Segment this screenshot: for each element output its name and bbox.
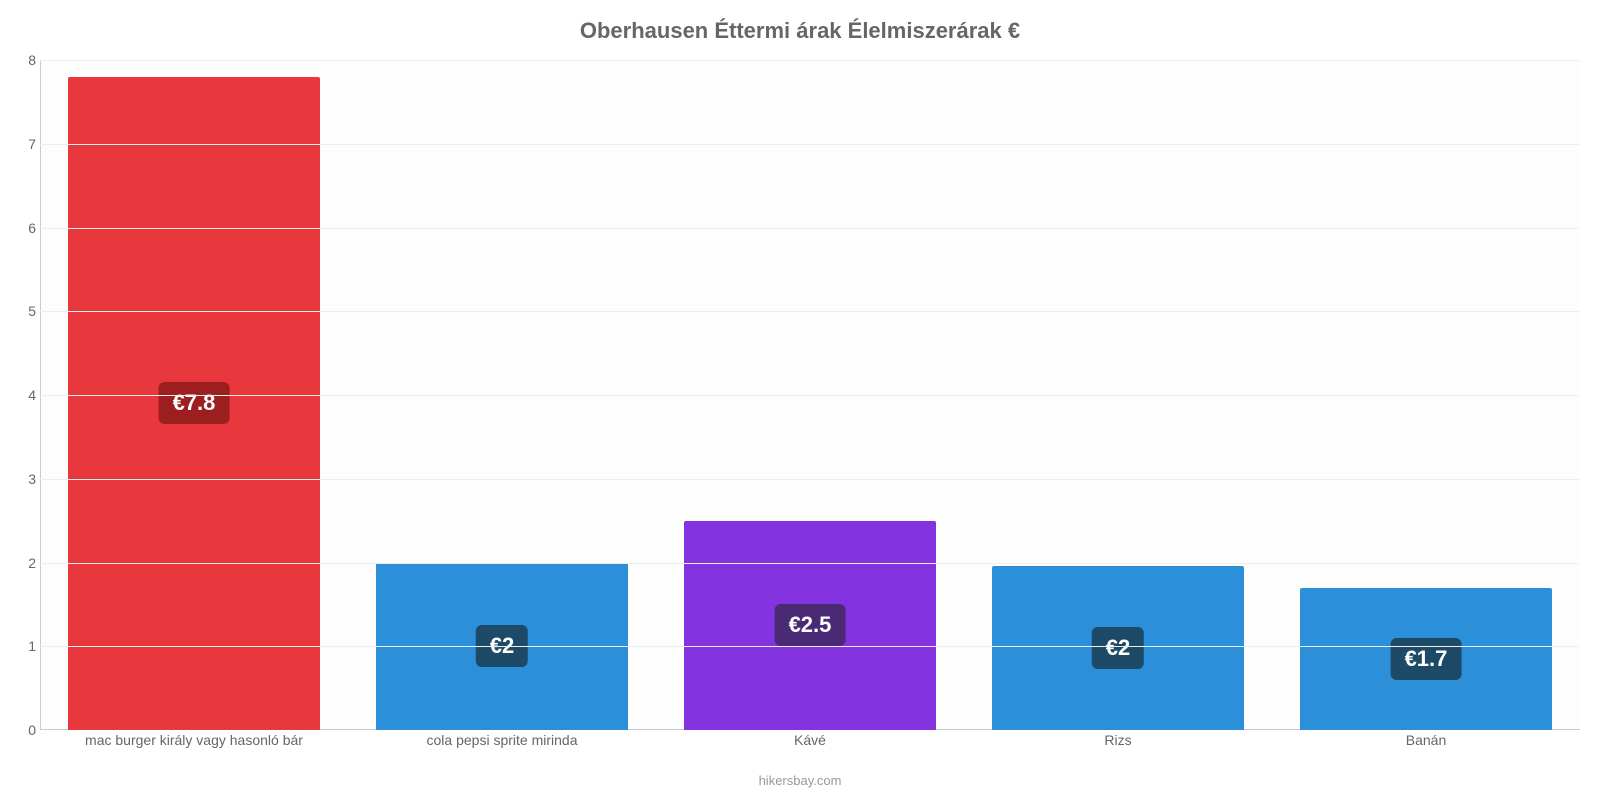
y-tick-label: 7 — [6, 136, 36, 152]
bar-value-badge: €1.7 — [1391, 638, 1462, 680]
footer-credit: hikersbay.com — [0, 773, 1600, 788]
x-category-label: Kávé — [656, 732, 964, 748]
chart-title: Oberhausen Éttermi árak Élelmiszerárak € — [0, 18, 1600, 44]
y-tick-label: 3 — [6, 471, 36, 487]
x-category-label: mac burger király vagy hasonló bár — [40, 732, 348, 748]
chart-container: Oberhausen Éttermi árak Élelmiszerárak €… — [0, 0, 1600, 800]
bar: €7.8 — [68, 77, 321, 730]
x-category-label: cola pepsi sprite mirinda — [348, 732, 656, 748]
grid-line — [40, 646, 1580, 647]
bar-value-badge: €2.5 — [775, 604, 846, 646]
grid-line — [40, 144, 1580, 145]
y-tick-label: 2 — [6, 555, 36, 571]
y-tick-label: 0 — [6, 722, 36, 738]
bar: €1.7 — [1300, 588, 1553, 730]
bar: €2 — [992, 566, 1245, 730]
bar-value-badge: €2 — [1092, 627, 1144, 669]
grid-line — [40, 395, 1580, 396]
y-tick-label: 5 — [6, 303, 36, 319]
y-tick-label: 6 — [6, 220, 36, 236]
plot-area: €7.8€2€2.5€2€1.7 — [40, 60, 1580, 730]
grid-line — [40, 479, 1580, 480]
bar-value-badge: €7.8 — [159, 382, 230, 424]
grid-line — [40, 563, 1580, 564]
x-labels-row: mac burger király vagy hasonló bárcola p… — [40, 732, 1580, 748]
y-tick-label: 1 — [6, 638, 36, 654]
x-category-label: Banán — [1272, 732, 1580, 748]
grid-line — [40, 228, 1580, 229]
grid-line — [40, 60, 1580, 61]
y-tick-label: 4 — [6, 387, 36, 403]
y-tick-label: 8 — [6, 52, 36, 68]
grid-line — [40, 311, 1580, 312]
x-category-label: Rizs — [964, 732, 1272, 748]
bar: €2.5 — [684, 521, 937, 730]
